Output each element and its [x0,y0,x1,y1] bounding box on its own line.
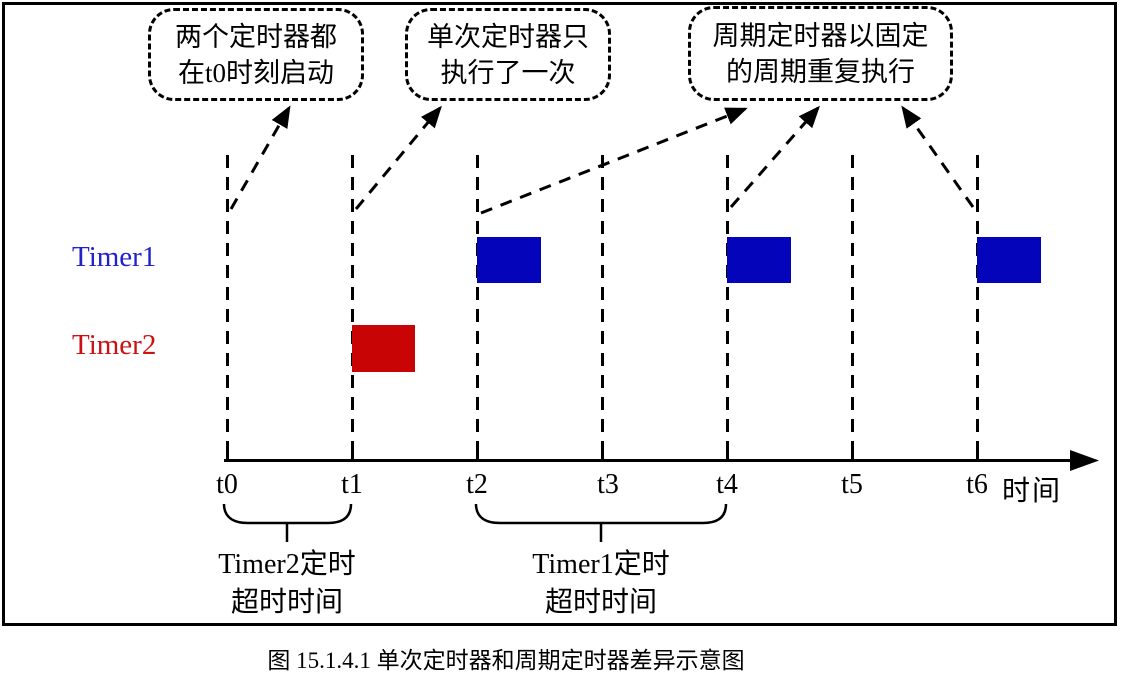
tick-label-t1: t1 [341,469,363,500]
callout-line: 周期定时器以固定 [712,20,929,51]
interval-braces [222,503,728,542]
timer1-timeout-line1: Timer1定时 [532,549,670,580]
timer1-row-label: Timer1 [72,241,157,273]
timer2-pulse-1 [352,325,415,372]
axis-arrowhead-icon [1070,450,1099,471]
callout-periodic-repeat: 周期定时器以固定 的周期重复执行 [688,6,953,101]
brace-timer2-interval [222,503,353,525]
leader-arrow-t2-callout3 [480,107,748,215]
timer1-pulse-2 [727,237,791,283]
tick-label-t4: t4 [716,469,738,500]
callout-line: 执行了一次 [440,57,576,88]
brace-timer1-interval [474,503,728,525]
leader-arrow-t1-callout2 [354,105,442,210]
leader-arrow-t4-callout3 [729,105,820,208]
callout-leaders [229,105,975,215]
timer2-timeout-line1: Timer2定时 [218,549,356,580]
time-gridlines [226,155,979,456]
tick-label-t5: t5 [841,469,863,500]
callout-line: 两个定时器都 [175,21,337,52]
timer1-timeout-line2: 超时时间 [544,587,657,618]
tick-label-t0: t0 [216,469,238,500]
axis-unit-label: 时间 [1002,476,1063,507]
tick-label-t6: t6 [966,469,988,500]
timer2-timeout-label: Timer2定时 超时时间 [177,546,397,622]
figure-caption: 图 15.1.4.1 单次定时器和周期定时器差异示意图 [267,648,745,673]
timer2-row-label: Timer2 [72,329,157,361]
callout-both-timers-start: 两个定时器都 在t0时刻启动 [148,8,364,101]
callout-line: 在t0时刻启动 [177,57,334,88]
timer1-pulse-1 [477,237,541,283]
leader-arrow-t6-callout3 [901,105,975,208]
callout-oneshot-once: 单次定时器只 执行了一次 [405,8,611,101]
callout-line: 的周期重复执行 [726,56,915,87]
tick-label-t2: t2 [466,469,488,500]
timer1-pulse-3 [977,237,1041,283]
time-axis [224,445,1099,471]
leader-arrow-t0-callout1 [229,105,291,210]
callout-line: 单次定时器只 [427,21,589,52]
timer2-timeout-line2: 超时时间 [230,587,343,618]
tick-label-t3: t3 [597,469,619,500]
axis-ticks [226,445,979,460]
timer1-timeout-label: Timer1定时 超时时间 [491,546,711,622]
